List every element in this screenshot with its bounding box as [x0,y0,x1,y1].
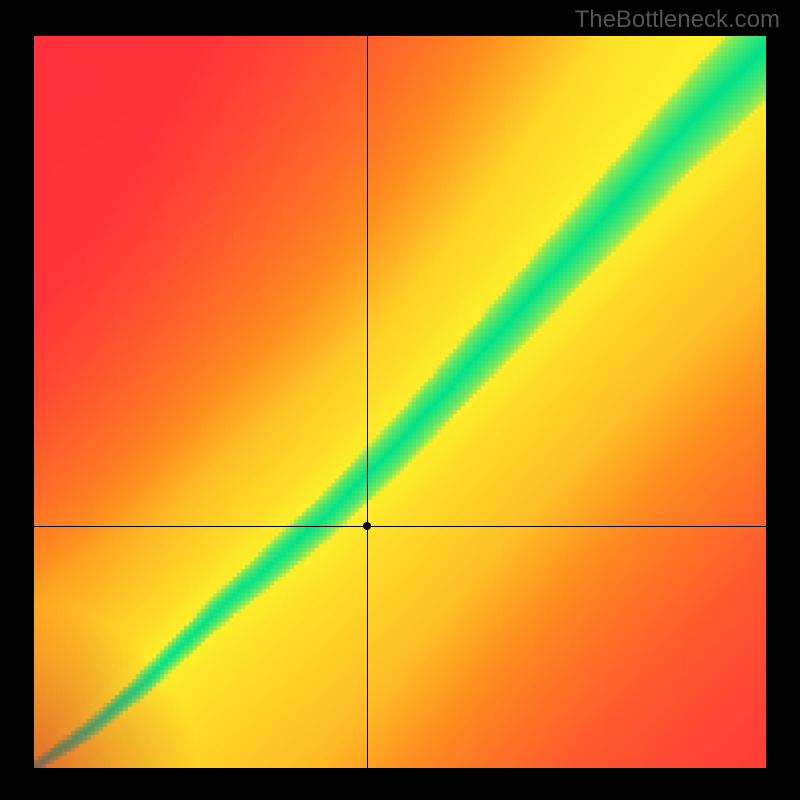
heatmap-plot [34,36,766,768]
watermark-label: TheBottleneck.com [575,6,780,34]
chart-container: TheBottleneck.com [0,0,800,800]
heatmap-canvas [34,36,766,768]
marker-dot [363,522,371,530]
crosshair-vertical [367,36,368,768]
crosshair-horizontal [34,526,766,527]
